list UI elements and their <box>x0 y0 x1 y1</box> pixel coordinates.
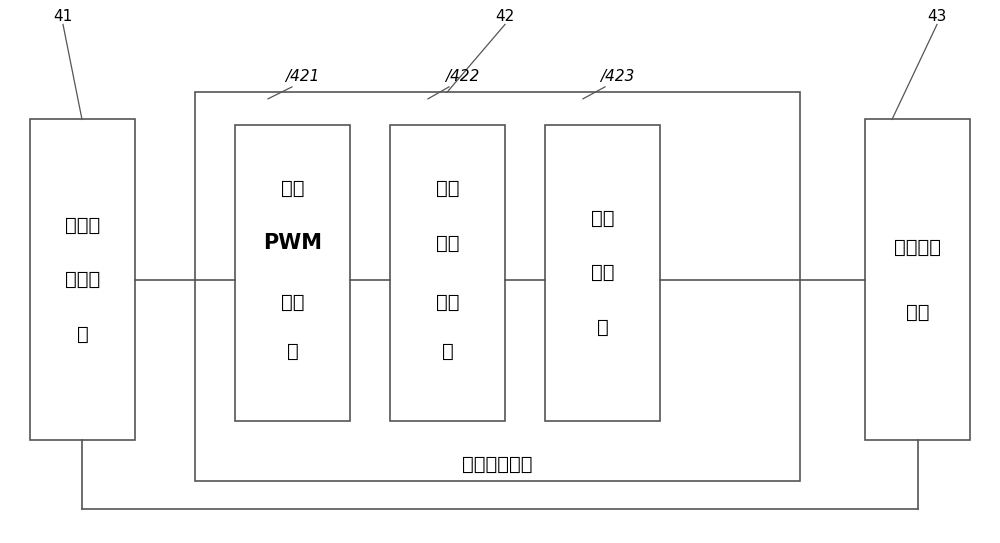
Text: 放大: 放大 <box>436 293 459 312</box>
Text: 功率: 功率 <box>436 233 459 252</box>
Text: 第二: 第二 <box>281 179 304 198</box>
Text: 43: 43 <box>927 9 947 24</box>
Text: 主控电: 主控电 <box>65 270 100 289</box>
Text: 原子钟: 原子钟 <box>65 216 100 235</box>
Text: 器: 器 <box>442 342 453 361</box>
Text: PWM: PWM <box>263 233 322 253</box>
Text: 41: 41 <box>53 9 73 24</box>
Text: /421: /421 <box>285 69 319 84</box>
Bar <box>195 92 800 481</box>
Text: 第二: 第二 <box>436 179 459 198</box>
Text: 器: 器 <box>597 318 608 337</box>
Text: 模块: 模块 <box>906 303 929 321</box>
Text: 第二电源: 第二电源 <box>894 238 941 256</box>
Text: 42: 42 <box>495 9 515 24</box>
Bar <box>865 119 970 440</box>
Text: 器: 器 <box>287 342 298 361</box>
Text: 水声发射电路: 水声发射电路 <box>462 455 532 473</box>
Text: 控制: 控制 <box>281 293 304 312</box>
Text: 第二: 第二 <box>591 209 614 228</box>
Bar <box>235 125 350 421</box>
Text: /423: /423 <box>600 69 634 84</box>
Bar <box>545 125 660 421</box>
Bar <box>390 125 505 421</box>
Text: 换能: 换能 <box>591 263 614 282</box>
Text: 路: 路 <box>77 325 88 343</box>
Text: /422: /422 <box>445 69 479 84</box>
Bar <box>30 119 135 440</box>
